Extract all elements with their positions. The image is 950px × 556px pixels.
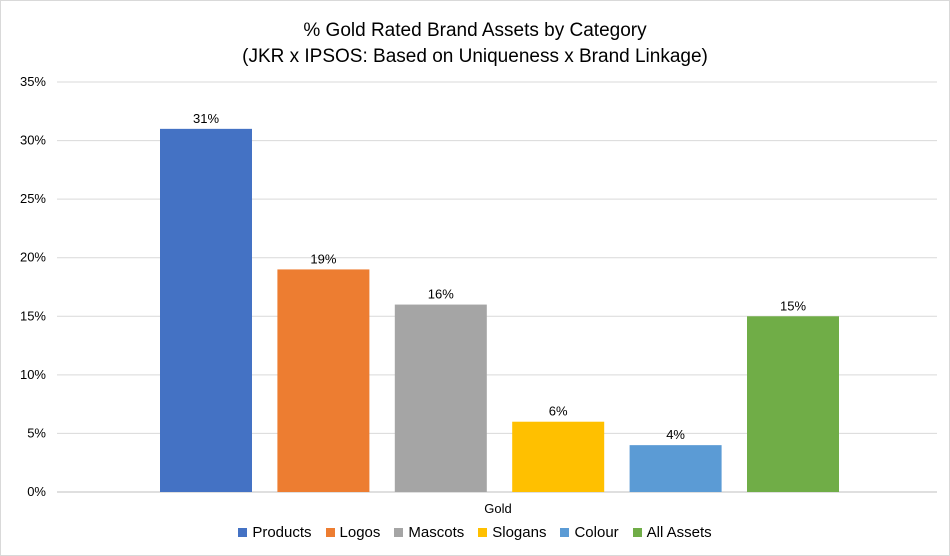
legend-label: Products: [252, 524, 312, 541]
legend-item: Slogans: [478, 524, 546, 541]
data-label: 6%: [549, 404, 568, 419]
bar-colour: [629, 445, 722, 492]
y-tick-label: 10%: [20, 367, 46, 382]
y-tick-label: 20%: [20, 250, 46, 265]
data-label: 19%: [310, 251, 336, 266]
chart-title: % Gold Rated Brand Assets by Category: [303, 20, 647, 41]
legend-swatch: [325, 528, 335, 537]
legend-swatch: [478, 528, 488, 537]
legend-swatch: [632, 528, 642, 537]
bar-logos: [277, 269, 370, 492]
data-label: 16%: [428, 287, 454, 302]
data-label: 4%: [666, 427, 685, 442]
bar-mascots: [394, 304, 487, 492]
y-tick-label: 30%: [20, 133, 46, 148]
legend-item: Products: [238, 524, 312, 541]
legend-label: Slogans: [492, 524, 547, 541]
legend-label: Mascots: [408, 524, 465, 541]
legend-label: Colour: [574, 524, 619, 541]
y-tick-label: 35%: [20, 74, 46, 89]
legend-swatch: [238, 528, 248, 537]
x-category-label: Gold: [484, 501, 511, 516]
chart-legend: Products Logos Mascots Slogans Colour All Ass…: [0, 524, 950, 541]
legend-swatch: [560, 528, 570, 537]
bar-products: [160, 128, 252, 492]
legend-label: All Assets: [646, 524, 712, 541]
legend-item: All Assets: [632, 524, 712, 541]
legend-swatch: [394, 528, 404, 537]
chart-subtitle: (JKR x IPSOS: Based on Uniqueness x Bran…: [242, 46, 708, 67]
y-tick-label: 25%: [20, 191, 46, 206]
legend-item: Colour: [560, 524, 619, 541]
legend-label: Logos: [339, 524, 381, 541]
bar-slogans: [512, 421, 605, 492]
bar-all-assets: [747, 316, 839, 492]
y-tick-label: 15%: [20, 308, 46, 323]
data-label: 31%: [193, 111, 219, 126]
data-label: 15%: [780, 298, 806, 313]
y-tick-label: 5%: [27, 425, 46, 440]
legend-item: Logos: [325, 524, 381, 541]
y-tick-label: 0%: [27, 484, 46, 499]
legend-item: Mascots: [394, 524, 464, 541]
